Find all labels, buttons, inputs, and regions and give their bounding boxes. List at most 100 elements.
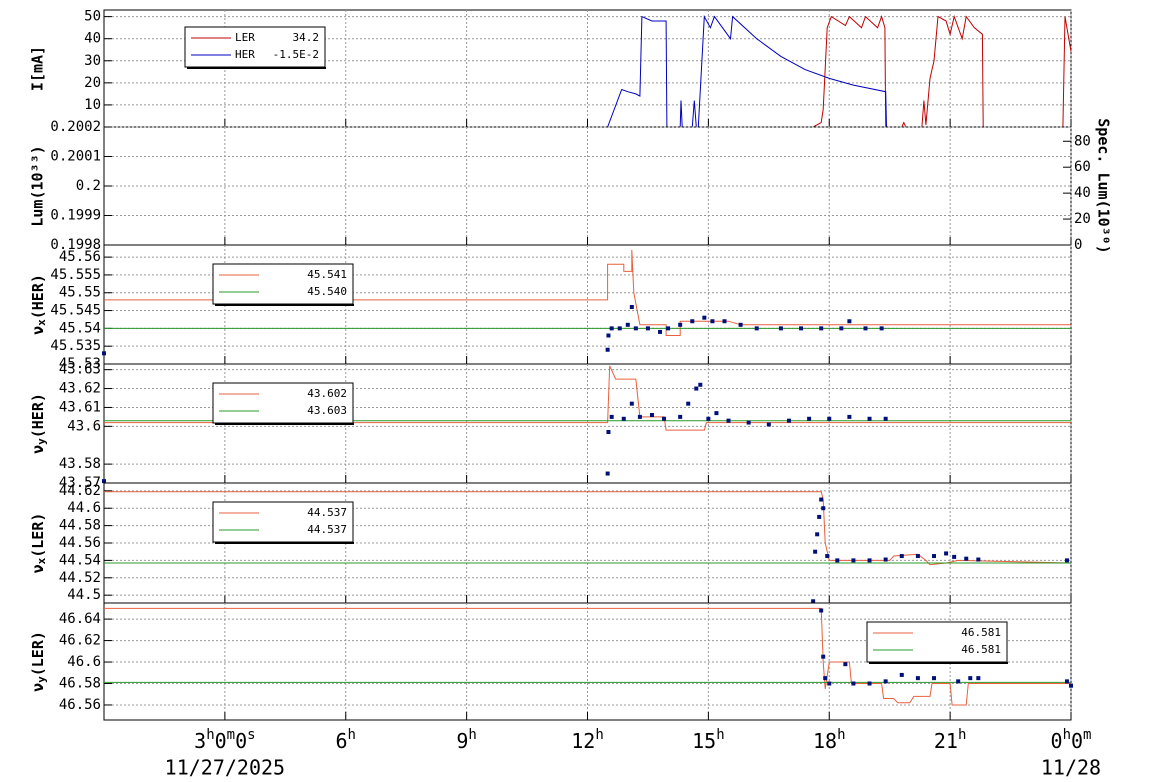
- series-line: [104, 249, 1071, 336]
- scatter-point: [1064, 558, 1069, 563]
- legend-value: 43.602: [307, 387, 347, 400]
- y-tick-label: 45.53: [59, 356, 101, 372]
- y-tick-label: 44.56: [59, 535, 101, 551]
- scatter-point: [606, 333, 611, 338]
- scatter-point: [738, 322, 743, 327]
- legend-box: [212, 501, 354, 543]
- legend-box: [212, 382, 354, 424]
- y-axis-label: νx(HER): [29, 274, 49, 335]
- scatter-point: [915, 676, 920, 681]
- y-tick-label: 30: [84, 53, 101, 69]
- scatter-point: [690, 319, 695, 324]
- y-tick-label: 0.2: [76, 178, 101, 194]
- y-tick-label: 43.63: [59, 362, 101, 378]
- scatter-point: [625, 322, 630, 327]
- scatter-point: [746, 420, 751, 425]
- scatter-point: [968, 676, 973, 681]
- y-tick-label: 46.58: [59, 676, 101, 692]
- y-axis-label: νy(HER): [29, 393, 49, 454]
- y2-tick-label: 40: [1074, 185, 1091, 201]
- scatter-point: [605, 347, 610, 352]
- y-tick-label: 44.5: [67, 587, 101, 603]
- y-tick-label: 43.62: [59, 381, 101, 397]
- scatter-point: [915, 554, 920, 559]
- x-tick-label: 12h: [571, 727, 604, 753]
- y-tick-label: 43.57: [59, 475, 101, 491]
- scatter-point: [786, 418, 791, 423]
- y2-tick-label: 20: [1074, 211, 1091, 227]
- scatter-point: [799, 326, 804, 331]
- scatter-point: [821, 506, 826, 511]
- y-tick-label: 44.54: [59, 552, 101, 568]
- scatter-point: [766, 422, 771, 427]
- scatter-point: [839, 326, 844, 331]
- y-tick-label: 45.54: [59, 320, 101, 336]
- legend-box: [212, 263, 354, 305]
- y-axis-label: νx(LER): [29, 513, 49, 574]
- y-tick-label: 44.52: [59, 570, 101, 586]
- y2-tick-label: 80: [1074, 133, 1091, 149]
- y-tick-label: 0.1998: [50, 237, 101, 253]
- scatter-point: [609, 414, 614, 419]
- scatter-point: [899, 554, 904, 559]
- scatter-point: [847, 414, 852, 419]
- legend-value: -1.5E-2: [273, 48, 319, 61]
- y-tick-label: 46.64: [59, 611, 101, 627]
- y-axis-label: Lum(10³³): [29, 145, 47, 226]
- scatter-point: [867, 416, 872, 421]
- x-tick-label: 15h: [692, 727, 725, 753]
- scatter-point: [899, 672, 904, 677]
- scatter-point: [932, 554, 937, 559]
- scatter-point: [633, 326, 638, 331]
- scatter-point: [879, 326, 884, 331]
- scatter-point: [819, 326, 824, 331]
- scatter-point: [976, 557, 981, 562]
- x-tick-label: 6h: [336, 727, 356, 753]
- scatter-point: [944, 551, 949, 556]
- y-tick-label: 0.2001: [50, 149, 101, 165]
- scatter-point: [819, 497, 824, 502]
- scatter-point: [609, 326, 614, 331]
- legend-value: 45.540: [307, 285, 347, 298]
- scatter-point: [964, 556, 969, 561]
- scatter-point: [817, 514, 822, 519]
- legend-value: 44.537: [307, 506, 347, 519]
- y2-axis-label: Spec. Lum(10³⁰): [1095, 118, 1113, 253]
- scatter-point: [666, 326, 671, 331]
- legend-value: 45.541: [307, 268, 347, 281]
- y-tick-label: 45.55: [59, 285, 101, 301]
- x-tick-label: 0h0m: [1051, 727, 1092, 753]
- scatter-point: [694, 386, 699, 391]
- y-tick-label: 40: [84, 31, 101, 47]
- scatter-point: [843, 662, 848, 667]
- scatter-point: [702, 315, 707, 320]
- scatter-point: [629, 401, 634, 406]
- scatter-point: [754, 326, 759, 331]
- legend-value: 44.537: [307, 523, 347, 536]
- legend-value: 46.581: [961, 643, 1001, 656]
- legend-value: 46.581: [961, 626, 1001, 639]
- scatter-point: [629, 304, 634, 309]
- scatter-point: [863, 326, 868, 331]
- y-tick-label: 45.555: [50, 267, 101, 283]
- scatter-point: [932, 676, 937, 681]
- x-tick-label: 18h: [813, 727, 846, 753]
- scatter-point: [851, 558, 856, 563]
- y-tick-label: 45.56: [59, 249, 101, 265]
- scatter-point: [883, 557, 888, 562]
- scatter-point: [976, 676, 981, 681]
- scatter-point: [821, 654, 826, 659]
- y-tick-label: 10: [84, 97, 101, 113]
- y-tick-label: 44.6: [67, 500, 101, 516]
- scatter-point: [867, 681, 872, 686]
- scatter-point: [811, 599, 816, 604]
- y-tick-label: 45.535: [50, 338, 101, 354]
- scatter-point: [645, 326, 650, 331]
- scatter-point: [815, 532, 820, 537]
- scatter-point: [706, 416, 711, 421]
- scatter-point: [102, 351, 106, 356]
- y2-tick-label: 0: [1074, 237, 1082, 253]
- y-tick-label: 46.62: [59, 633, 101, 649]
- scatter-point: [807, 416, 812, 421]
